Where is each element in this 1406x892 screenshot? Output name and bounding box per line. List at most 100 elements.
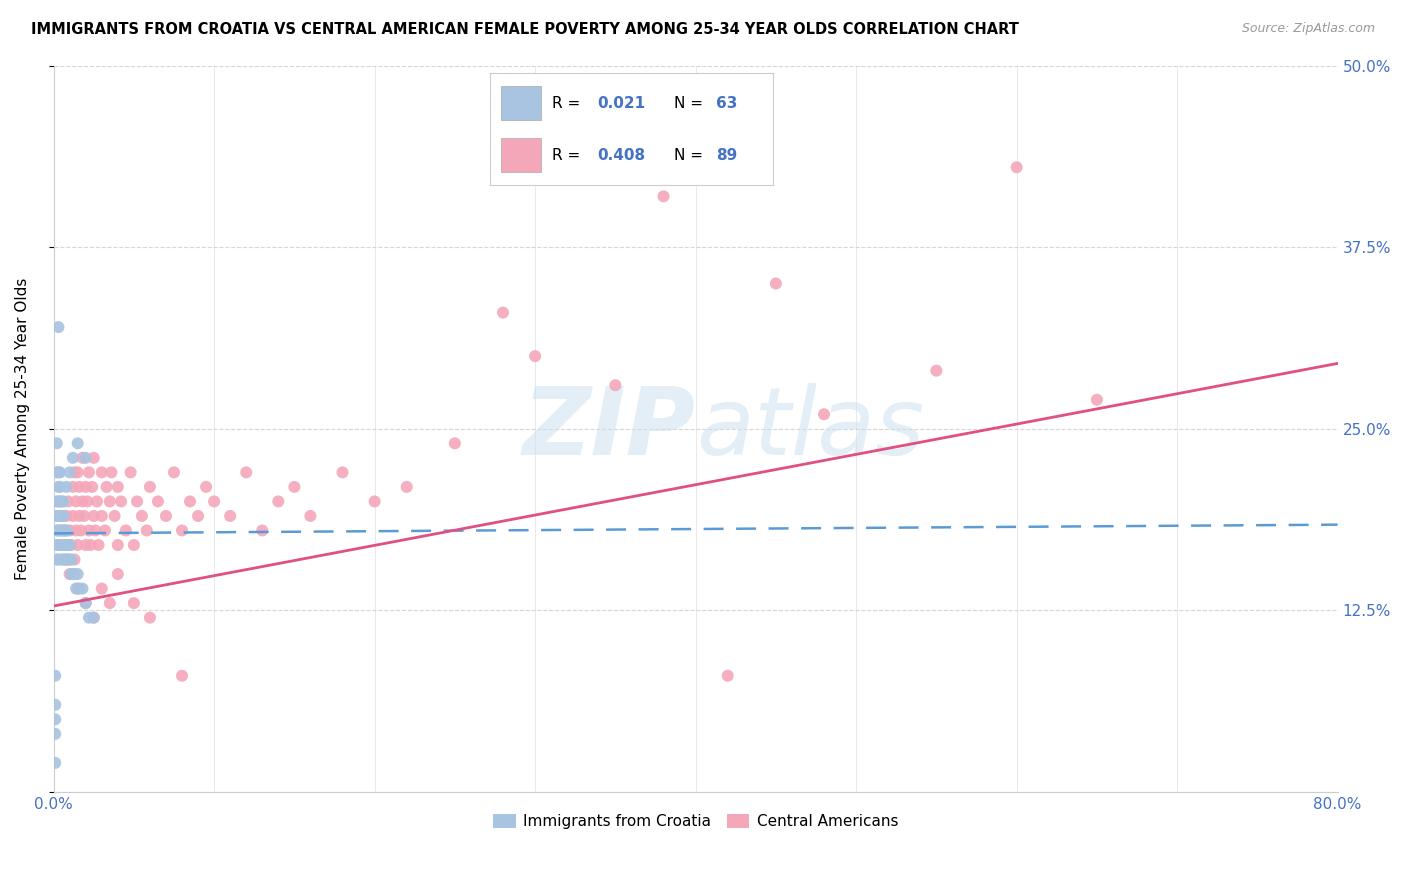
Point xyxy=(72,494,94,508)
Point xyxy=(170,524,193,538)
Point xyxy=(72,450,94,465)
Point xyxy=(55,480,77,494)
Point xyxy=(90,466,112,480)
Point xyxy=(363,494,385,508)
Point xyxy=(66,538,89,552)
Point xyxy=(187,508,209,523)
Point xyxy=(170,669,193,683)
Point xyxy=(51,494,73,508)
Legend: Immigrants from Croatia, Central Americans: Immigrants from Croatia, Central America… xyxy=(486,807,904,835)
Point xyxy=(813,407,835,421)
Point xyxy=(51,524,73,538)
Point xyxy=(63,552,86,566)
Point xyxy=(44,727,66,741)
Point xyxy=(104,508,127,523)
Point xyxy=(332,466,354,480)
Point xyxy=(48,466,70,480)
Point xyxy=(75,480,97,494)
Point xyxy=(75,538,97,552)
Point xyxy=(59,538,82,552)
Point xyxy=(82,480,104,494)
Point xyxy=(444,436,467,450)
Point xyxy=(52,524,75,538)
Point xyxy=(66,567,89,582)
Point xyxy=(65,524,87,538)
Point xyxy=(66,582,89,596)
Point xyxy=(49,508,72,523)
Point xyxy=(96,480,118,494)
Point xyxy=(45,494,67,508)
Point xyxy=(52,538,75,552)
Point xyxy=(94,524,117,538)
Point xyxy=(83,508,105,523)
Point xyxy=(195,480,218,494)
Point xyxy=(252,524,274,538)
Point xyxy=(56,538,79,552)
Point xyxy=(110,494,132,508)
Point xyxy=(48,494,70,508)
Point xyxy=(235,466,257,480)
Point xyxy=(45,538,67,552)
Point xyxy=(72,582,94,596)
Text: IMMIGRANTS FROM CROATIA VS CENTRAL AMERICAN FEMALE POVERTY AMONG 25-34 YEAR OLDS: IMMIGRANTS FROM CROATIA VS CENTRAL AMERI… xyxy=(31,22,1019,37)
Y-axis label: Female Poverty Among 25-34 Year Olds: Female Poverty Among 25-34 Year Olds xyxy=(15,277,30,580)
Point xyxy=(107,567,129,582)
Point xyxy=(100,466,122,480)
Point xyxy=(60,552,83,566)
Point xyxy=(219,508,242,523)
Point xyxy=(52,508,75,523)
Point xyxy=(67,480,90,494)
Point xyxy=(98,596,121,610)
Point xyxy=(66,466,89,480)
Point xyxy=(51,538,73,552)
Text: Source: ZipAtlas.com: Source: ZipAtlas.com xyxy=(1241,22,1375,36)
Point xyxy=(59,567,82,582)
Point xyxy=(48,538,70,552)
Point xyxy=(51,508,73,523)
Point xyxy=(98,494,121,508)
Point xyxy=(44,712,66,726)
Point xyxy=(48,524,70,538)
Point xyxy=(65,494,87,508)
Point xyxy=(49,538,72,552)
Point xyxy=(53,524,76,538)
Point xyxy=(90,508,112,523)
Point xyxy=(56,494,79,508)
Text: atlas: atlas xyxy=(696,384,924,475)
Point xyxy=(45,436,67,450)
Point xyxy=(56,538,79,552)
Point xyxy=(62,450,84,465)
Point xyxy=(48,552,70,566)
Point xyxy=(395,480,418,494)
Point xyxy=(49,508,72,523)
Point xyxy=(60,567,83,582)
Point xyxy=(155,508,177,523)
Point xyxy=(131,508,153,523)
Point xyxy=(90,582,112,596)
Point xyxy=(524,349,547,363)
Point xyxy=(44,669,66,683)
Point xyxy=(65,582,87,596)
Point xyxy=(765,277,787,291)
Point xyxy=(267,494,290,508)
Point xyxy=(73,508,96,523)
Point xyxy=(49,466,72,480)
Point xyxy=(139,480,162,494)
Text: ZIP: ZIP xyxy=(523,383,696,475)
Point xyxy=(62,508,84,523)
Point xyxy=(56,552,79,566)
Point xyxy=(55,552,77,566)
Point xyxy=(79,538,101,552)
Point xyxy=(55,508,77,523)
Point xyxy=(45,466,67,480)
Point xyxy=(45,508,67,523)
Point xyxy=(122,596,145,610)
Point xyxy=(77,524,100,538)
Point xyxy=(83,450,105,465)
Point xyxy=(652,189,675,203)
Point xyxy=(59,466,82,480)
Point xyxy=(163,466,186,480)
Point xyxy=(59,552,82,566)
Point xyxy=(59,524,82,538)
Point xyxy=(605,378,627,392)
